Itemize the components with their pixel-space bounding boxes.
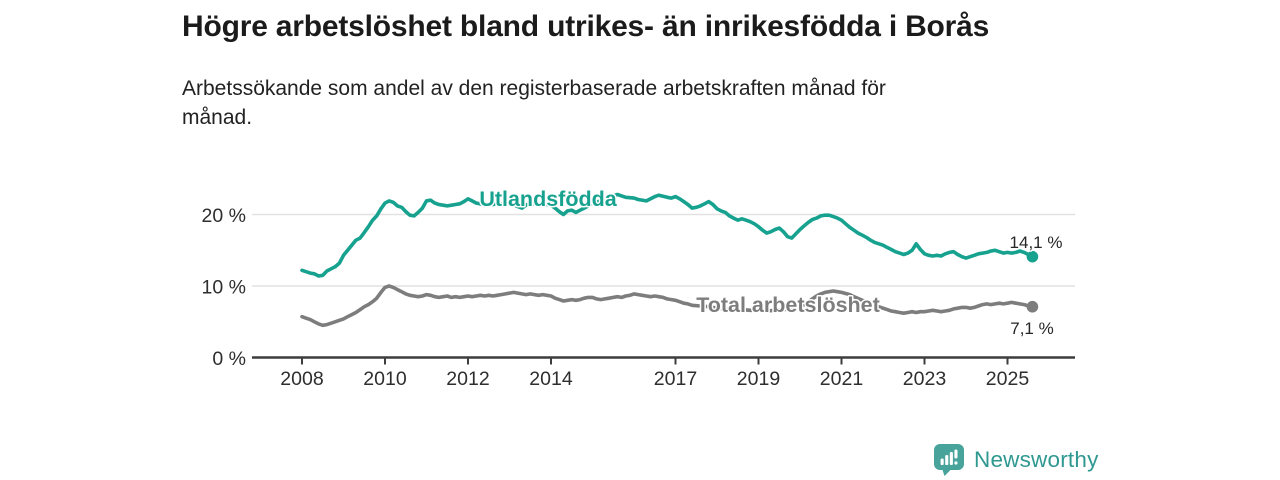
y-tick-label: 20 % [202, 205, 246, 227]
y-tick-label: 10 % [202, 277, 246, 299]
x-tick-label: 2010 [363, 368, 407, 390]
x-tick-label: 2021 [820, 368, 863, 390]
series-end-dot-utlandsfodda [1026, 250, 1039, 263]
bar-chart-speech-bubble-icon [934, 444, 964, 476]
x-tick-label: 2014 [529, 368, 573, 390]
newsworthy-logo: Newsworthy [933, 443, 1099, 477]
series-label-total-arbetsloshet: Total arbetslöshet [696, 293, 880, 317]
chart-subtitle: Arbetssökande som andel av den registerb… [182, 74, 1052, 133]
y-tick-label: 0 % [212, 348, 246, 370]
chart-subtitle-line1: Arbetssökande som andel av den registerb… [182, 77, 886, 100]
x-tick-label: 2017 [654, 368, 697, 390]
series-end-value-total-arbetsloshet: 7,1 % [1010, 319, 1053, 338]
series-line-total-arbetsloshet [300, 284, 1035, 328]
chart-subtitle-line2: månad. [182, 106, 253, 130]
chart-title: Högre arbetslöshet bland utrikes- än inr… [182, 10, 990, 43]
series-line-utlandsfodda [300, 192, 1035, 278]
x-tick-label: 2012 [446, 368, 489, 390]
series-end-dot-total-arbetsloshet [1026, 300, 1039, 313]
newsworthy-wordmark: Newsworthy [974, 447, 1099, 472]
x-tick-label: 2019 [737, 368, 780, 390]
series-label-utlandsfodda: Utlandsfödda [479, 187, 617, 211]
x-tick-label: 2023 [903, 368, 946, 390]
series-end-value-utlandsfodda: 14,1 % [1010, 233, 1063, 252]
x-tick-label: 2025 [986, 368, 1030, 390]
x-tick-label: 2008 [280, 368, 323, 390]
